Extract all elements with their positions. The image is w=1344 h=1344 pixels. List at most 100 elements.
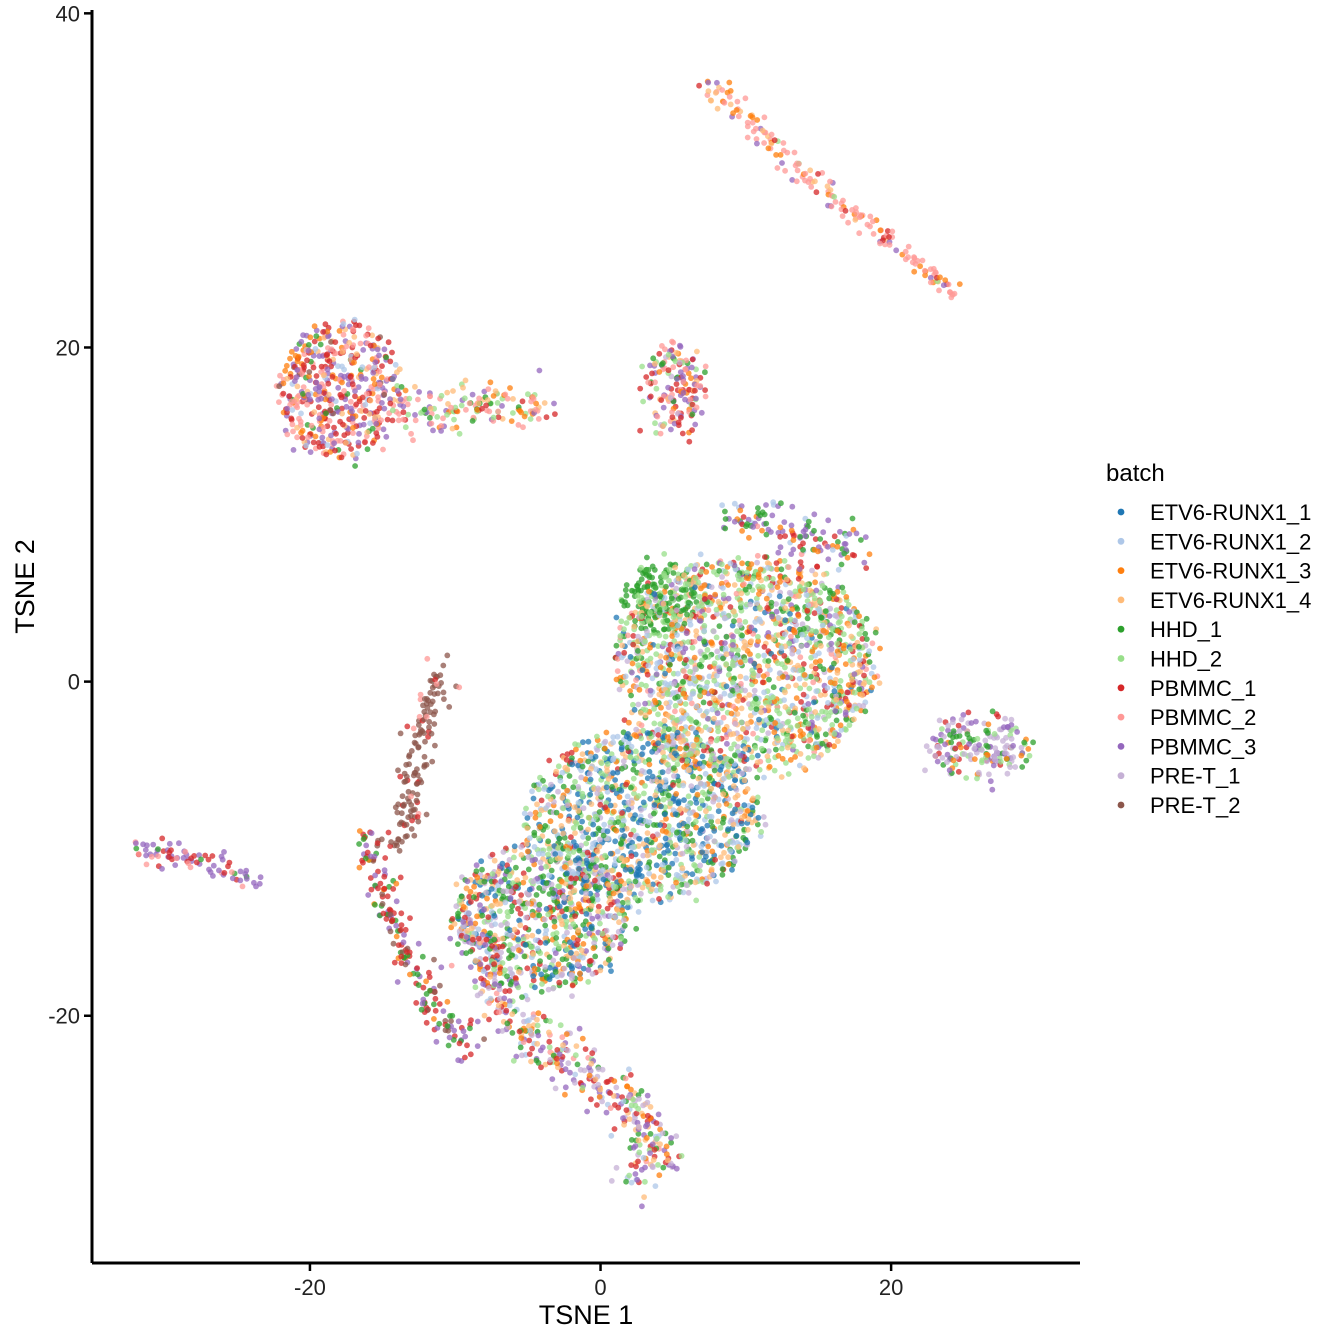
- scatter-point: [692, 818, 699, 825]
- scatter-point: [451, 416, 457, 423]
- scatter-point: [750, 524, 756, 530]
- scatter-point: [578, 774, 585, 781]
- scatter-point: [552, 950, 559, 957]
- scatter-point: [744, 134, 751, 141]
- scatter-point: [489, 902, 496, 909]
- scatter-point: [689, 427, 695, 433]
- scatter-point: [950, 757, 957, 764]
- scatter-point: [627, 688, 633, 694]
- scatter-point: [932, 752, 939, 759]
- scatter-point: [365, 325, 372, 332]
- scatter-point: [627, 754, 634, 760]
- scatter-point: [404, 723, 411, 730]
- scatter-point: [663, 654, 669, 661]
- scatter-point: [857, 214, 863, 221]
- scatter-point: [354, 450, 360, 457]
- scatter-point: [779, 160, 785, 166]
- scatter-point: [537, 1047, 544, 1054]
- scatter-point: [562, 1066, 569, 1073]
- scatter-point: [827, 178, 833, 185]
- scatter-point: [697, 692, 703, 699]
- scatter-point: [812, 536, 819, 542]
- scatter-point: [403, 773, 410, 780]
- scatter-point: [778, 745, 785, 752]
- scatter-point: [481, 1012, 488, 1019]
- scatter-point: [713, 878, 719, 885]
- scatter-point: [632, 1143, 639, 1149]
- scatter-point: [623, 620, 630, 626]
- scatter-point: [759, 127, 766, 134]
- scatter-point: [289, 407, 296, 413]
- scatter-point: [968, 720, 975, 726]
- scatter-point: [674, 376, 680, 382]
- scatter-point: [761, 644, 768, 650]
- scatter-point: [573, 746, 579, 753]
- scatter-point: [696, 854, 703, 860]
- scatter-point: [716, 623, 723, 629]
- scatter-point: [522, 874, 529, 881]
- scatter-point: [567, 895, 574, 902]
- scatter-point: [371, 381, 378, 387]
- scatter-point: [756, 591, 762, 597]
- scatter-point: [332, 339, 339, 345]
- scatter-point: [583, 840, 590, 847]
- scatter-point: [513, 980, 520, 986]
- scatter-point: [530, 795, 537, 802]
- scatter-point: [343, 403, 350, 410]
- scatter-point: [653, 1120, 660, 1126]
- scatter-point: [352, 463, 358, 469]
- scatter-point: [412, 412, 418, 418]
- scatter-point: [661, 754, 668, 761]
- scatter-point: [381, 405, 388, 412]
- scatter-point: [778, 566, 785, 573]
- scatter-point: [351, 334, 358, 340]
- scatter-point: [475, 926, 482, 933]
- scatter-point: [626, 890, 633, 896]
- scatter-point: [421, 708, 428, 715]
- scatter-point: [950, 728, 957, 734]
- scatter-point: [438, 423, 445, 429]
- scatter-point: [754, 794, 761, 801]
- scatter-point: [304, 357, 310, 364]
- scatter-point: [636, 686, 643, 693]
- scatter-point: [722, 508, 728, 515]
- scatter-point: [758, 745, 765, 752]
- scatter-point: [506, 955, 512, 961]
- scatter-point: [409, 817, 415, 824]
- scatter-point: [714, 105, 721, 112]
- scatter-point: [858, 537, 864, 543]
- scatter-point: [734, 801, 741, 808]
- scatter-point: [408, 813, 414, 819]
- scatter-point: [510, 945, 516, 952]
- scatter-point: [611, 802, 618, 809]
- scatter-point: [846, 609, 853, 615]
- scatter-point: [665, 864, 672, 871]
- scatter-point: [782, 689, 788, 696]
- scatter-point: [703, 683, 710, 690]
- scatter-point: [742, 95, 749, 102]
- scatter-point: [774, 165, 781, 171]
- scatter-point: [914, 258, 921, 264]
- scatter-point: [869, 684, 875, 691]
- scatter-point: [526, 1037, 533, 1044]
- scatter-point: [540, 777, 546, 784]
- scatter-point: [877, 240, 883, 247]
- scatter-point: [516, 917, 522, 924]
- scatter-point: [597, 1086, 604, 1093]
- scatter-point: [902, 256, 909, 263]
- scatter-point: [448, 962, 455, 969]
- scatter-point: [556, 889, 563, 896]
- scatter-point: [487, 379, 494, 386]
- scatter-point: [561, 965, 568, 972]
- scatter-point: [720, 655, 726, 662]
- scatter-point: [658, 704, 664, 711]
- scatter-point: [877, 645, 883, 652]
- scatter-point: [525, 866, 532, 873]
- scatter-point: [690, 842, 697, 848]
- scatter-point: [429, 758, 436, 765]
- scatter-point: [298, 338, 305, 345]
- scatter-point: [324, 328, 331, 335]
- scatter-point: [782, 167, 788, 174]
- scatter-point: [497, 995, 503, 1002]
- scatter-point: [546, 787, 552, 794]
